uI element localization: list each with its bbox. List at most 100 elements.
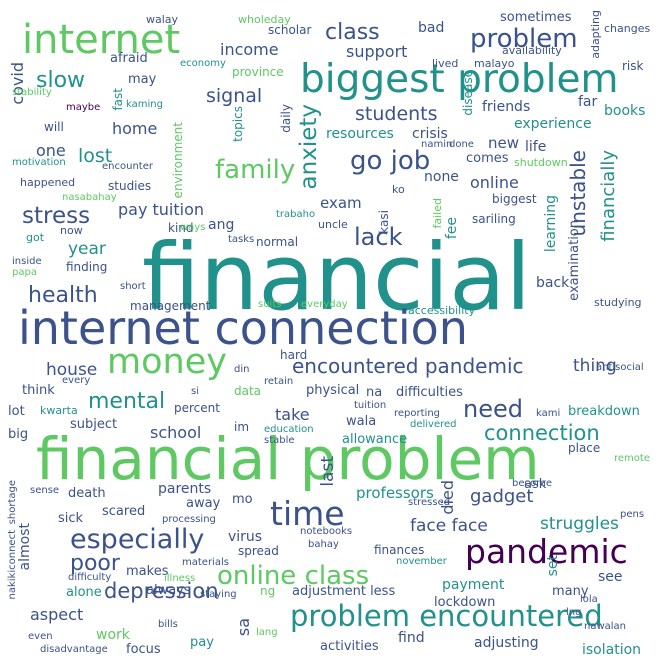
cloud-word: breakdown bbox=[568, 404, 640, 419]
cloud-word: online class bbox=[217, 561, 370, 591]
cloud-word: ng bbox=[260, 584, 276, 598]
cloud-word: data bbox=[234, 384, 262, 398]
cloud-word: especially bbox=[70, 524, 205, 555]
cloud-word: stressed bbox=[408, 497, 451, 508]
cloud-word: disease bbox=[461, 70, 475, 116]
cloud-word: risk bbox=[622, 59, 644, 73]
cloud-word: exam bbox=[320, 194, 362, 212]
cloud-word: din bbox=[234, 364, 250, 375]
cloud-word: kind bbox=[168, 221, 194, 235]
cloud-word: processing bbox=[162, 514, 216, 525]
cloud-word: scared bbox=[102, 504, 146, 519]
cloud-word: got bbox=[26, 231, 45, 244]
cloud-word: connection bbox=[484, 421, 600, 445]
cloud-word: friends bbox=[482, 99, 531, 115]
cloud-word: fast bbox=[111, 88, 125, 111]
cloud-word: bahay bbox=[308, 539, 339, 550]
cloud-word: kaming bbox=[126, 99, 163, 110]
cloud-word: school bbox=[150, 423, 202, 442]
cloud-word: may bbox=[128, 72, 157, 87]
cloud-word: internet bbox=[22, 17, 181, 63]
cloud-word: stable bbox=[264, 435, 295, 446]
cloud-word: financial problem bbox=[36, 425, 540, 493]
cloud-word: even bbox=[28, 631, 53, 642]
cloud-word: stability bbox=[12, 87, 52, 98]
cloud-word: activities bbox=[320, 639, 379, 654]
cloud-word: uncle bbox=[318, 218, 348, 231]
cloud-word: finances bbox=[374, 543, 425, 557]
cloud-word: finding bbox=[66, 260, 108, 274]
cloud-word: see bbox=[598, 569, 623, 585]
cloud-word: changes bbox=[604, 22, 651, 35]
cloud-word: far bbox=[578, 94, 598, 110]
cloud-word: examination bbox=[567, 220, 582, 301]
cloud-word: shortage bbox=[7, 480, 18, 525]
cloud-word: sometimes bbox=[500, 10, 572, 25]
cloud-word: papa bbox=[12, 267, 37, 278]
cloud-word: professors bbox=[356, 484, 434, 502]
cloud-word: back bbox=[536, 275, 570, 291]
cloud-word: become bbox=[512, 478, 553, 489]
cloud-word: tuition bbox=[354, 400, 387, 411]
cloud-word: delivered bbox=[410, 419, 457, 430]
cloud-word: place bbox=[568, 441, 601, 455]
cloud-word: suits bbox=[258, 299, 282, 310]
cloud-word: mo bbox=[232, 492, 253, 507]
cloud-word: learning bbox=[543, 195, 559, 253]
cloud-word: daily bbox=[279, 104, 293, 133]
cloud-word: everyday bbox=[301, 299, 348, 310]
cloud-word: kwarta bbox=[40, 404, 78, 417]
cloud-word: lost bbox=[78, 145, 113, 167]
cloud-word: ko bbox=[392, 183, 405, 196]
cloud-word: im bbox=[234, 420, 250, 434]
cloud-word: education bbox=[264, 424, 314, 435]
cloud-word: remote bbox=[614, 453, 650, 464]
cloud-word: wholeday bbox=[238, 13, 291, 26]
cloud-word: depression bbox=[104, 579, 219, 603]
cloud-word: financial bbox=[142, 224, 532, 331]
cloud-word: shutdown bbox=[514, 156, 568, 169]
cloud-word: pay tuition bbox=[118, 200, 205, 219]
cloud-word: many bbox=[552, 584, 589, 599]
cloud-word: inside bbox=[12, 256, 42, 267]
cloud-word: will bbox=[44, 120, 64, 134]
cloud-word: now bbox=[60, 224, 83, 237]
cloud-word: take bbox=[275, 405, 310, 424]
cloud-word: kami bbox=[536, 408, 561, 419]
cloud-word: work bbox=[96, 627, 130, 643]
cloud-word: set bbox=[545, 555, 561, 577]
cloud-word: home bbox=[112, 119, 158, 138]
cloud-word: lockdown bbox=[434, 595, 496, 610]
cloud-word: antisocial bbox=[596, 362, 644, 373]
cloud-word: internet connection bbox=[18, 301, 468, 355]
cloud-word: experience bbox=[514, 116, 592, 132]
cloud-word: family bbox=[215, 155, 296, 185]
cloud-word: income bbox=[220, 40, 279, 59]
cloud-word: accessibility bbox=[408, 304, 476, 317]
cloud-word: pens bbox=[620, 509, 645, 520]
cloud-word: encounter bbox=[102, 161, 153, 172]
cloud-word: sa bbox=[234, 618, 253, 637]
cloud-word: nawalan bbox=[584, 621, 627, 632]
cloud-word: every bbox=[62, 375, 91, 386]
cloud-word: tasks bbox=[228, 234, 255, 245]
cloud-word: virus bbox=[228, 529, 263, 545]
cloud-word: reporting bbox=[394, 408, 441, 419]
cloud-word: economy bbox=[180, 58, 226, 69]
cloud-word: covid bbox=[8, 62, 27, 105]
cloud-word: poor bbox=[70, 551, 120, 576]
cloud-word: short bbox=[120, 281, 146, 292]
cloud-word: normal bbox=[256, 235, 299, 249]
cloud-word: find bbox=[398, 630, 425, 646]
cloud-word: need bbox=[463, 395, 523, 423]
cloud-word: subject bbox=[70, 417, 118, 432]
cloud-word: death bbox=[68, 486, 106, 501]
cloud-word: illness bbox=[164, 573, 196, 584]
cloud-word: namin bbox=[421, 139, 453, 150]
cloud-word: maybe bbox=[66, 102, 101, 113]
cloud-word: gadget bbox=[470, 486, 534, 507]
cloud-word: happened bbox=[20, 176, 76, 189]
cloud-word: ways bbox=[180, 222, 206, 233]
cloud-word: money bbox=[107, 342, 227, 382]
